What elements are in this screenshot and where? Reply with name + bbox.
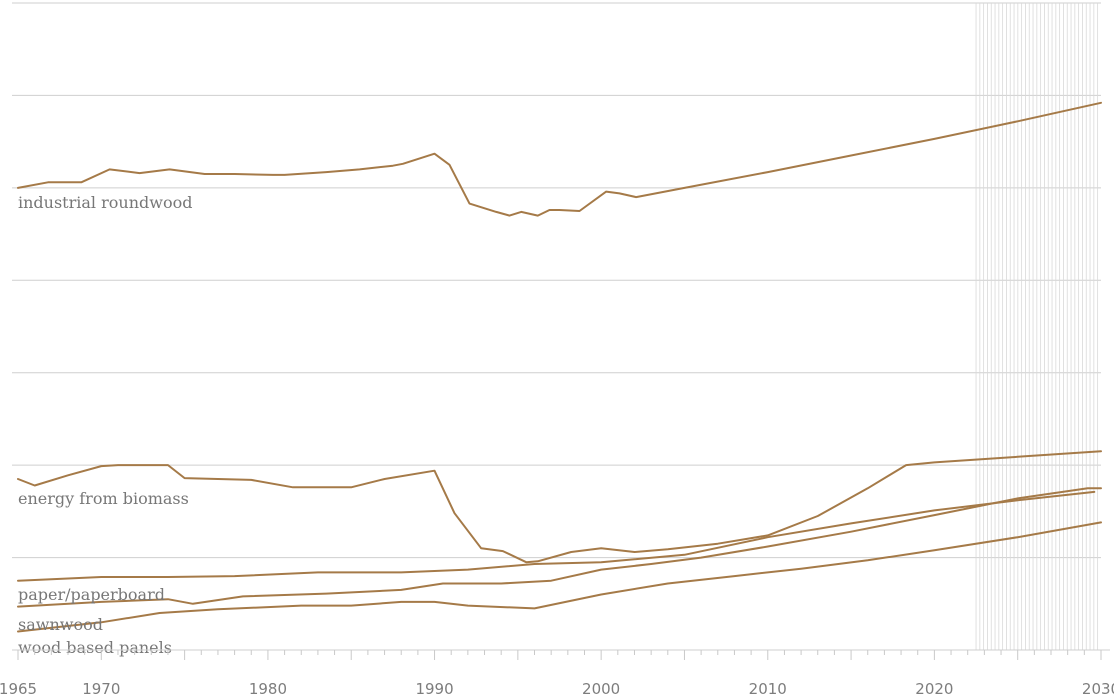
x-tick-label: 1965 xyxy=(0,680,37,698)
series-label-paper-paperboard: paper/paperboard xyxy=(18,585,165,604)
series-line-energy-from-biomass xyxy=(17,450,1102,564)
series-line-paper-paperboard xyxy=(17,490,1096,582)
series-line-industrial-roundwood xyxy=(17,101,1102,217)
series-label-energy-from-biomass: energy from biomass xyxy=(18,489,189,508)
grid-layer xyxy=(12,2,1101,559)
projection-shading xyxy=(975,3,1099,650)
x-tick-label: 2020 xyxy=(915,680,953,698)
series-label-layer: industrial roundwood energy from biomass… xyxy=(18,193,192,657)
x-axis: 1965 1970 1980 1990 2000 2010 2020 2030 xyxy=(0,649,1114,698)
x-tick-label: 2010 xyxy=(749,680,787,698)
series-line-sawnwood xyxy=(17,487,1102,608)
x-tick-label: 1980 xyxy=(249,680,287,698)
series-label-sawnwood: sawnwood xyxy=(18,615,103,634)
x-tick-label: 2030 xyxy=(1082,680,1114,698)
series-label-wood-based-panels: wood based panels xyxy=(18,638,172,657)
series-label-industrial-roundwood: industrial roundwood xyxy=(18,193,192,212)
series-layer xyxy=(17,101,1102,633)
series-line-wood-based-panels xyxy=(17,521,1102,633)
x-tick-label: 2000 xyxy=(582,680,620,698)
x-tick-label: 1970 xyxy=(82,680,120,698)
x-tick-label: 1990 xyxy=(415,680,453,698)
